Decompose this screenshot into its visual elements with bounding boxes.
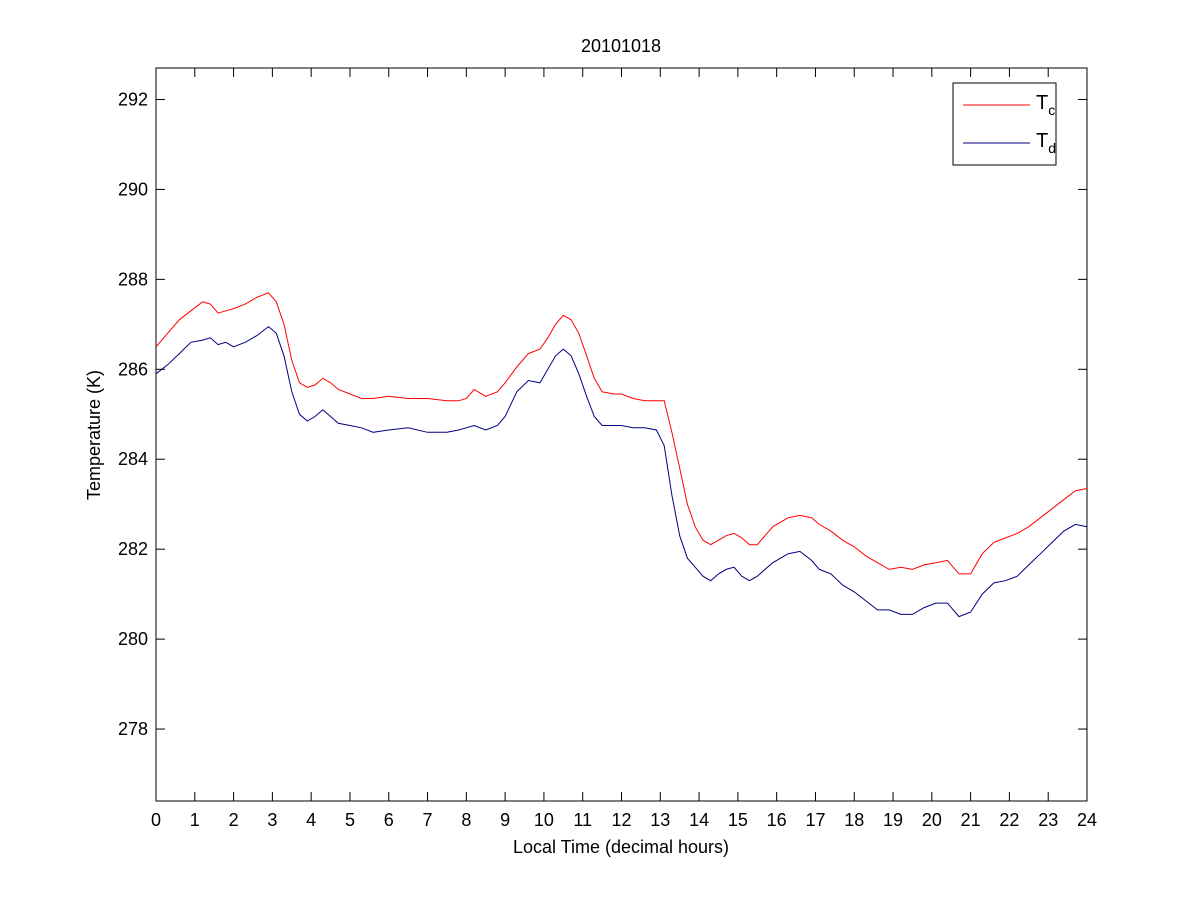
x-tick-label: 5 [345, 810, 355, 830]
legend-label-td-sub: d [1048, 140, 1056, 156]
y-axis-title: Temperature (K) [84, 370, 104, 500]
x-tick-label: 11 [573, 810, 592, 830]
y-tick-label: 290 [118, 179, 148, 199]
legend-label-tc: Tc [1036, 92, 1055, 118]
x-tick-label: 1 [190, 810, 200, 830]
x-tick-label: 13 [650, 810, 670, 830]
x-tick-label: 10 [534, 810, 554, 830]
y-tick-label: 282 [118, 539, 148, 559]
x-tick-label: 15 [728, 810, 748, 830]
x-tick-label: 14 [689, 810, 709, 830]
x-tick-label: 20 [922, 810, 942, 830]
x-tick-label: 19 [883, 810, 903, 830]
y-tick-label: 284 [118, 449, 148, 469]
legend-label-td: Td [1036, 130, 1056, 156]
x-axis-title: Local Time (decimal hours) [513, 837, 729, 857]
x-tick-label: 17 [805, 810, 825, 830]
x-tick-label: 22 [999, 810, 1019, 830]
series-layer [155, 292, 1088, 618]
x-tick-label: 6 [384, 810, 394, 830]
plot-area [155, 67, 1088, 802]
y-tick-label: 280 [118, 629, 148, 649]
x-tick-label: 16 [767, 810, 787, 830]
y-tick-label: 288 [118, 269, 148, 289]
legend-label-tc-sub: c [1048, 102, 1055, 118]
x-axis-ticks: 0 1 2 3 4 5 6 7 8 9 10 11 12 13 14 15 16 17 18 19 20 21 22 23 24 [151, 68, 1097, 830]
x-tick-label: 7 [423, 810, 433, 830]
x-tick-label: 4 [306, 810, 316, 830]
y-tick-label: 286 [118, 359, 148, 379]
x-tick-label: 2 [229, 810, 239, 830]
x-tick-label: 24 [1077, 810, 1097, 830]
legend-box [952, 82, 1057, 166]
x-tick-label: 9 [500, 810, 510, 830]
x-tick-label: 8 [461, 810, 471, 830]
x-tick-label: 12 [611, 810, 631, 830]
series-line-tc [155, 292, 1088, 575]
series-line-td [155, 325, 1088, 618]
legend: Tc Td [952, 82, 1057, 166]
x-tick-label: 21 [961, 810, 981, 830]
y-tick-label: 292 [118, 89, 148, 109]
y-axis-ticks: 278 280 282 284 286 288 290 292 [118, 89, 1087, 739]
legend-label-tc-main: T [1036, 92, 1048, 114]
x-tick-label: 23 [1038, 810, 1058, 830]
x-tick-label: 18 [844, 810, 864, 830]
legend-label-td-main: T [1036, 130, 1048, 152]
y-tick-label: 278 [118, 719, 148, 739]
x-tick-label: 0 [151, 810, 161, 830]
x-tick-label: 3 [267, 810, 277, 830]
chart-title: 20101018 [581, 36, 661, 56]
